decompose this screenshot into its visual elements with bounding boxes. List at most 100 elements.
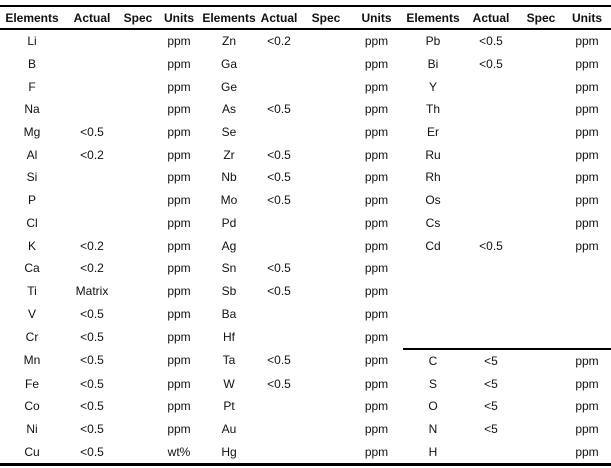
spec-cell: [302, 349, 350, 373]
spec-cell: [302, 75, 350, 98]
spec-cell: [519, 418, 563, 441]
units-cell: ppm: [575, 193, 599, 208]
spec-cell: [519, 395, 563, 418]
actual-cell: <0.5: [80, 306, 104, 321]
actual-cell: [463, 189, 519, 212]
element-cell: Cr: [25, 329, 39, 344]
actual-cell: <5: [484, 376, 498, 391]
column-header-elements: Elements: [0, 5, 64, 30]
units-cell: ppm: [167, 329, 191, 344]
units-cell: ppm: [167, 34, 191, 49]
units-cell: ppm: [575, 57, 599, 72]
actual-cell: <0.5: [267, 102, 291, 117]
element-cell: Th: [425, 102, 440, 117]
actual-cell: [256, 212, 302, 235]
units-cell: ppm: [167, 79, 191, 94]
column-header-units: Units: [350, 5, 403, 30]
units-cell: ppm: [364, 376, 389, 391]
spec-cell: [519, 280, 563, 303]
actual-cell: <0.2: [80, 147, 104, 162]
units-cell: ppm: [350, 440, 403, 467]
spec-cell: [120, 395, 156, 418]
column-header-actual: Actual: [256, 5, 302, 30]
element-cell: Fe: [24, 376, 39, 391]
spec-cell: [519, 53, 563, 76]
element-cell: Hf: [223, 329, 235, 344]
spec-cell: [120, 280, 156, 303]
units-cell: ppm: [575, 125, 599, 140]
units-cell: ppm: [167, 193, 191, 208]
spec-cell: [302, 418, 350, 441]
actual-cell: <0.5: [267, 147, 291, 162]
units-cell: ppm: [167, 238, 191, 253]
units-cell: ppm: [364, 102, 389, 117]
element-cell: Cl: [26, 215, 38, 230]
element-cell: B: [27, 57, 36, 72]
element-cell: Ca: [24, 261, 40, 276]
units-cell: ppm: [167, 125, 191, 140]
units-cell: ppm: [364, 34, 389, 49]
spec-cell: [302, 53, 350, 76]
spec-cell: [120, 121, 156, 144]
column-header-spec: Spec: [302, 5, 350, 30]
table-row: Al <0.2 ppm Zr <0.5 ppm Ru ppm: [0, 143, 611, 166]
actual-cell: [64, 189, 120, 212]
table-row: Ni <0.5 ppm Au ppm N <5 ppm: [0, 418, 611, 441]
element-cell: Rh: [425, 170, 441, 185]
table-row: Mn <0.5 ppm Ta <0.5 ppm C <5 ppm: [0, 347, 611, 373]
element-cell: Zr: [223, 147, 235, 162]
units-cell: ppm: [575, 238, 599, 253]
spec-cell: [519, 257, 563, 280]
units-cell: ppm: [364, 79, 389, 94]
spec-cell: [519, 143, 563, 166]
spec-cell: [120, 372, 156, 395]
element-cell: W: [223, 376, 235, 391]
element-cell: Ta: [222, 353, 236, 368]
spec-cell: [519, 98, 563, 121]
spec-cell: [302, 395, 350, 418]
element-cell: Hg: [202, 440, 256, 467]
units-cell: ppm: [364, 147, 389, 162]
actual-cell: [64, 29, 120, 53]
column-header-spec: Spec: [519, 5, 563, 30]
column-header-elements: Elements: [202, 5, 256, 30]
elements-table: Elements Actual Spec Units Elements Actual Spe…: [0, 5, 611, 467]
element-cell: Na: [24, 102, 40, 117]
units-cell: ppm: [575, 147, 599, 162]
element-cell: Ti: [27, 283, 37, 298]
element-cell: H: [403, 440, 463, 467]
actual-cell: [256, 121, 302, 144]
units-cell: ppm: [563, 347, 611, 373]
spec-cell: [519, 189, 563, 212]
actual-cell: <0.2: [80, 261, 104, 276]
actual-cell: [256, 234, 302, 257]
actual-cell: [463, 98, 519, 121]
actual-cell: <0.5: [80, 125, 104, 140]
element-cell: [403, 302, 463, 325]
units-cell: [563, 280, 611, 303]
spec-cell: [120, 143, 156, 166]
spec-cell: [519, 121, 563, 144]
units-cell: ppm: [364, 283, 389, 298]
table-row: Ca <0.2 ppm Sn <0.5 ppm: [0, 257, 611, 280]
element-cell: Si: [26, 170, 38, 185]
spec-cell: [519, 325, 563, 349]
actual-cell: <0.5: [267, 353, 291, 368]
actual-cell: <0.5: [64, 440, 120, 467]
element-cell: O: [428, 399, 438, 414]
table-row: Li ppm Zn <0.2 ppm Pb <0.5 ppm: [0, 29, 611, 53]
units-cell: ppm: [364, 422, 389, 437]
spec-cell: [120, 212, 156, 235]
units-cell: ppm: [364, 215, 389, 230]
spec-cell: [120, 98, 156, 121]
actual-cell: [64, 75, 120, 98]
actual-cell: <0.5: [267, 376, 291, 391]
actual-cell: [256, 325, 302, 349]
table-row: K <0.2 ppm Ag ppm Cd <0.5 ppm: [0, 234, 611, 257]
element-cell: Pd: [221, 215, 237, 230]
